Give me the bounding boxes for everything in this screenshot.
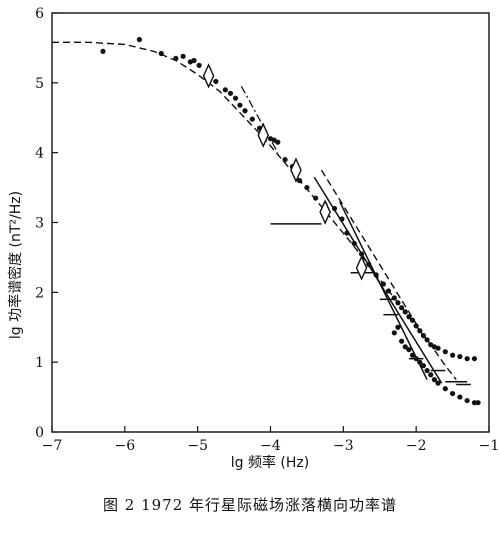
data-point: [435, 345, 441, 351]
x-tick-label: −4: [260, 438, 281, 454]
y-axis-label-wrap: lg 功率谱密度 (nT²/Hz): [2, 140, 28, 390]
diamond-marker: [257, 122, 269, 148]
data-point: [435, 380, 441, 386]
data-point: [449, 352, 456, 358]
data-point: [424, 337, 430, 343]
y-axis-label: lg 功率谱密度 (nT²/Hz): [8, 190, 25, 340]
data-point: [464, 356, 470, 362]
y-tick-label: 3: [35, 216, 44, 232]
data-point: [304, 184, 310, 191]
data-point: [196, 62, 202, 68]
diamond-marker: [355, 255, 368, 281]
plot-frame: [51, 12, 490, 433]
data-point: [442, 349, 448, 355]
chart-marks: [52, 36, 481, 406]
data-point: [242, 108, 248, 114]
data-point: [237, 102, 243, 108]
data-point: [227, 90, 234, 96]
data-point: [313, 195, 319, 201]
x-tick-label: −5: [187, 438, 208, 454]
data-point: [457, 353, 463, 360]
y-tick-label: 1: [35, 355, 44, 371]
y-tick-label: 4: [35, 146, 44, 162]
data-point: [406, 346, 412, 353]
x-tick-label: −7: [42, 438, 63, 454]
data-point: [213, 78, 219, 85]
data-point: [249, 116, 255, 122]
x-axis-label: lg 频率 (Hz): [230, 455, 310, 471]
data-point: [136, 36, 142, 43]
data-point: [232, 95, 239, 101]
series-line-dashed: [320, 169, 417, 325]
data-point: [282, 157, 288, 163]
y-tick-label: 6: [35, 6, 44, 22]
data-point: [471, 400, 478, 406]
data-point: [428, 372, 434, 378]
data-point: [431, 377, 437, 383]
data-point: [442, 386, 448, 392]
data-point: [399, 338, 405, 344]
data-point: [471, 356, 478, 362]
data-point: [100, 48, 106, 55]
data-point: [191, 57, 197, 64]
data-point: [395, 324, 401, 330]
data-point: [475, 400, 481, 406]
series-line-dash-dot: [240, 86, 279, 153]
data-point: [457, 394, 463, 400]
x-tick-label: −6: [115, 438, 136, 454]
data-point: [391, 330, 397, 336]
y-tick-label: 2: [35, 285, 44, 301]
x-tick-label: −1: [479, 438, 500, 454]
data-point: [449, 390, 456, 397]
data-point: [275, 139, 281, 145]
y-tick-label: 0: [35, 425, 44, 441]
data-point: [180, 53, 186, 59]
series-line-solid: [339, 201, 428, 380]
x-tick-label: −2: [406, 438, 427, 454]
data-point: [420, 363, 427, 369]
chart-axes: [51, 12, 490, 433]
data-point: [424, 367, 430, 374]
chart-ticks: −7 −6 −5 −4 −3 −2 −1 0 1 2 3 4 5 6: [35, 6, 499, 454]
data-point: [402, 344, 408, 350]
diamond-marker: [319, 199, 331, 225]
x-tick-label: −3: [333, 438, 354, 454]
diamond-marker: [290, 157, 302, 183]
data-point: [222, 87, 228, 93]
diamond-marker: [202, 63, 215, 89]
series-line-dashed-curve: [52, 41, 457, 381]
data-point: [464, 397, 470, 404]
figure-caption: 图 2 1972 年行星际磁场涨落横向功率谱: [102, 496, 398, 514]
y-tick-label: 5: [35, 76, 44, 92]
